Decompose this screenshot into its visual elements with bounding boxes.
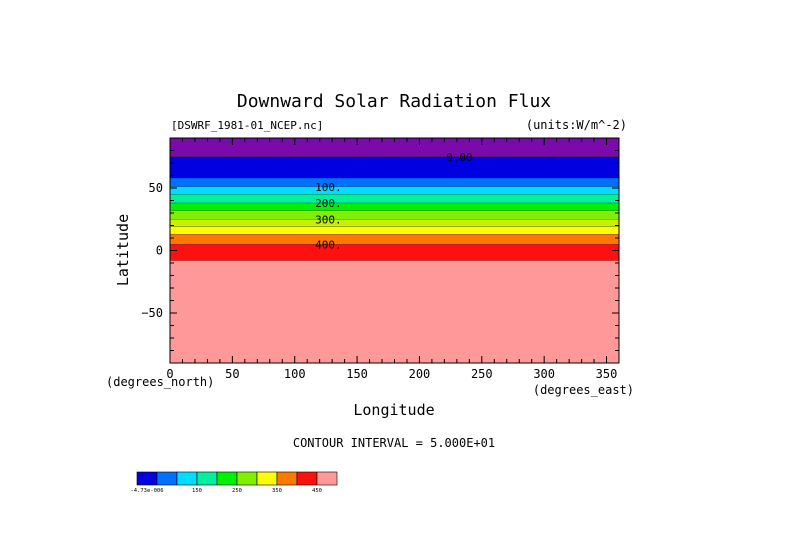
contour-band — [170, 203, 619, 211]
contour-band — [170, 210, 619, 220]
contour-band — [170, 194, 619, 203]
x-tick-label: 50 — [225, 367, 239, 381]
y-tick-label: 50 — [149, 181, 163, 195]
y-tick-label: 0 — [156, 244, 163, 258]
colorbar-swatch — [216, 471, 238, 486]
file-label: [DSWRF_1981-01_NCEP.nc] — [171, 119, 323, 132]
contour-labels: 0.00 100. 200. 300. 400. — [315, 151, 472, 252]
x-tick-labels: 0 50 100 150 200 250 300 350 — [166, 367, 617, 381]
colorbar — [136, 471, 338, 486]
chart-title: Downward Solar Radiation Flux — [237, 91, 551, 112]
colorbar-swatch — [156, 471, 178, 486]
x-units-label: (degrees_east) — [533, 383, 634, 397]
units-label: (units:W/m^-2) — [526, 118, 627, 132]
x-tick-label: 300 — [533, 367, 555, 381]
colorbar-swatch — [296, 471, 318, 486]
contour-band — [170, 178, 619, 187]
colorbar-label: 450 — [312, 488, 322, 494]
colorbar-label: 250 — [232, 488, 242, 494]
colorbar-label: -4.73e-006 — [130, 488, 163, 494]
contour-band — [170, 219, 619, 227]
contour-band — [170, 234, 619, 245]
y-tick-label: −50 — [141, 306, 163, 320]
x-tick-label: 100 — [284, 367, 306, 381]
colorbar-swatch — [196, 471, 218, 486]
contour-lines — [170, 156, 619, 261]
contour-band — [170, 260, 619, 363]
y-units-label: (degrees_north) — [106, 375, 214, 389]
contour-label: 400. — [315, 238, 342, 251]
colorbar-swatch — [176, 471, 198, 486]
colorbar-swatch — [316, 471, 338, 486]
contour-label: 0.00 — [446, 151, 473, 164]
x-tick-label: 250 — [471, 367, 493, 381]
colorbar-swatch — [276, 471, 298, 486]
contour-bands — [170, 138, 619, 363]
contour-band — [170, 226, 619, 235]
contour-interval-label: CONTOUR INTERVAL = 5.000E+01 — [293, 436, 495, 450]
contour-label: 200. — [315, 197, 342, 210]
colorbar-swatch — [256, 471, 278, 486]
contour-band — [170, 244, 619, 261]
contour-label: 300. — [315, 213, 342, 226]
contour-band — [170, 138, 619, 157]
contour-band — [170, 186, 619, 195]
colorbar-label: 350 — [272, 488, 282, 494]
y-tick-labels: 50 0 −50 — [141, 181, 163, 320]
x-tick-label: 350 — [596, 367, 618, 381]
contour-label: 100. — [315, 181, 342, 194]
y-axis-label: Latitude — [114, 214, 132, 286]
colorbar-swatch — [136, 471, 158, 486]
x-tick-label: 200 — [409, 367, 431, 381]
contour-band — [170, 156, 619, 178]
colorbar-labels: -4.73e-006 150 250 350 450 — [130, 488, 322, 494]
colorbar-swatch — [236, 471, 258, 486]
axis-ticks — [169, 137, 620, 364]
x-axis-label: Longitude — [353, 401, 434, 419]
x-tick-label: 150 — [346, 367, 368, 381]
x-tick-label: 0 — [166, 367, 173, 381]
colorbar-label: 150 — [192, 488, 202, 494]
